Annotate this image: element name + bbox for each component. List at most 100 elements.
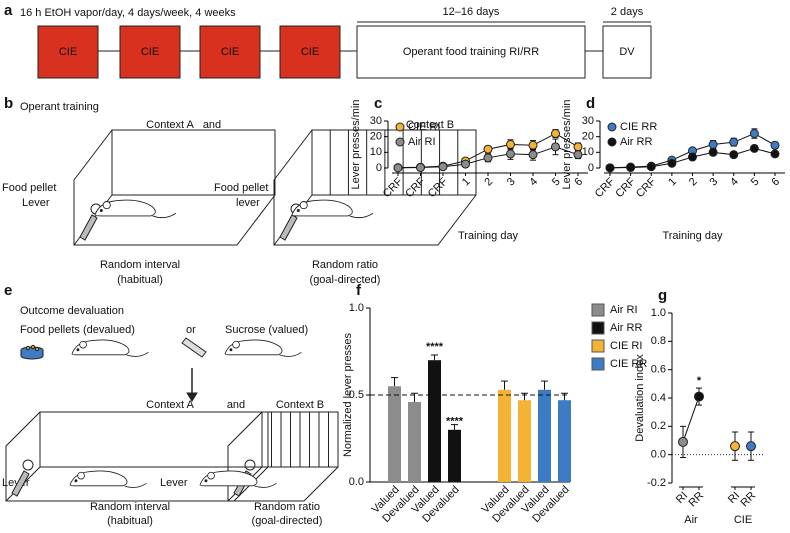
box-label: Operant food training RI/RR	[403, 46, 539, 58]
bar	[388, 386, 401, 482]
mouse-eye	[99, 208, 103, 213]
x-tick-label: 2	[482, 176, 495, 189]
duration-label: 2 days	[611, 6, 644, 18]
box-back	[111, 129, 276, 196]
bar	[538, 389, 551, 482]
group-label: CIE	[734, 514, 752, 526]
annotation: ****	[446, 416, 464, 428]
bar	[448, 429, 461, 482]
x-axis-label: Training day	[458, 230, 519, 242]
bar	[518, 400, 531, 482]
point	[730, 441, 740, 452]
panel-title: Outcome devaluation	[20, 305, 124, 317]
joiner: and	[203, 119, 221, 131]
outcome-label: Sucrose (valued)	[225, 324, 308, 336]
panel-label: f	[356, 282, 362, 299]
point	[528, 150, 538, 160]
point	[506, 140, 515, 149]
y-tick-label: 10	[582, 146, 594, 158]
point	[708, 147, 718, 157]
point	[749, 129, 759, 139]
point	[461, 159, 470, 169]
operant-box	[273, 129, 477, 246]
bar	[498, 389, 511, 482]
bar	[428, 360, 441, 482]
point	[646, 162, 656, 172]
mouse	[71, 339, 149, 357]
box-label: CIE	[141, 46, 159, 58]
panel-label: b	[4, 95, 13, 112]
legend-marker	[607, 122, 617, 132]
mouse	[224, 339, 302, 357]
y-tick-label: -0.2	[647, 477, 666, 489]
mouse	[291, 199, 374, 219]
mouse-eye	[74, 479, 78, 483]
pellet-dispenser	[244, 459, 256, 471]
point	[573, 150, 583, 160]
x-tick-label: 3	[505, 176, 518, 189]
annotation: *	[697, 375, 702, 387]
y-axis-label: Devaluation index	[634, 354, 646, 442]
operant-box	[227, 411, 339, 502]
point	[393, 163, 403, 173]
point	[667, 158, 677, 168]
panel-title: Operant training	[20, 101, 99, 113]
apparatus-label: lever	[236, 197, 260, 209]
lever	[79, 214, 98, 241]
y-tick-label: 0.5	[349, 389, 364, 401]
panel-label: a	[4, 2, 13, 19]
point	[746, 441, 756, 452]
apparatus-label: Lever	[22, 197, 50, 209]
operant-box	[5, 411, 269, 502]
devaluation-icons	[20, 337, 207, 402]
lever	[11, 470, 30, 497]
context-label: Context B	[276, 399, 324, 411]
y-tick-label: 0.6	[651, 364, 666, 376]
y-axis-label: Lever presses/min	[350, 100, 362, 190]
schedule-label: (goal-directed)	[252, 515, 323, 527]
point	[708, 140, 718, 149]
point	[483, 153, 493, 163]
y-tick-label: 0.2	[651, 420, 666, 432]
x-tick-label: CRF	[634, 175, 659, 200]
connector	[682, 396, 700, 443]
x-tick-label: 1	[666, 176, 679, 189]
panel-label: e	[4, 282, 12, 299]
x-tick-label: 3	[707, 176, 720, 189]
mouse-tail	[279, 351, 302, 357]
mouse-eye	[296, 208, 300, 213]
x-tick-label: 5	[749, 176, 762, 189]
box-back	[311, 129, 477, 196]
x-tick-label: CRF	[403, 175, 428, 200]
point	[729, 137, 739, 147]
panel-label: c	[374, 95, 382, 112]
mouse-eye	[204, 479, 208, 483]
y-tick-label: 20	[370, 131, 382, 143]
point	[528, 140, 538, 150]
schedule-label: (habitual)	[117, 274, 163, 286]
x-tick-label: 1	[460, 176, 473, 189]
point	[770, 149, 780, 159]
schedule-label: Random interval	[90, 501, 170, 513]
legend-marker	[395, 122, 405, 132]
group-label: Air	[684, 514, 698, 526]
y-tick-label: 1.0	[651, 307, 666, 319]
x-tick-label: 6	[769, 176, 782, 189]
point	[678, 436, 688, 447]
box-label: DV	[619, 46, 635, 58]
legend-swatch	[591, 303, 605, 317]
mouse-ear	[207, 471, 215, 480]
mouse-ear	[77, 471, 85, 480]
legend-label: Air RR	[620, 136, 652, 148]
exposure-label: 16 h EtOH vapor/day, 4 days/week, 4 week…	[20, 7, 236, 19]
duration-label: 12–16 days	[443, 6, 500, 18]
y-tick-label: 10	[370, 146, 382, 158]
apparatus-label: Lever	[160, 477, 188, 489]
x-tick-label: CRF	[593, 175, 618, 200]
x-tick-label: RR	[686, 490, 706, 510]
y-tick-label: 0	[588, 162, 594, 174]
y-tick-label: 0.0	[349, 476, 364, 488]
box-walls	[5, 411, 269, 502]
legend-marker	[395, 137, 405, 147]
